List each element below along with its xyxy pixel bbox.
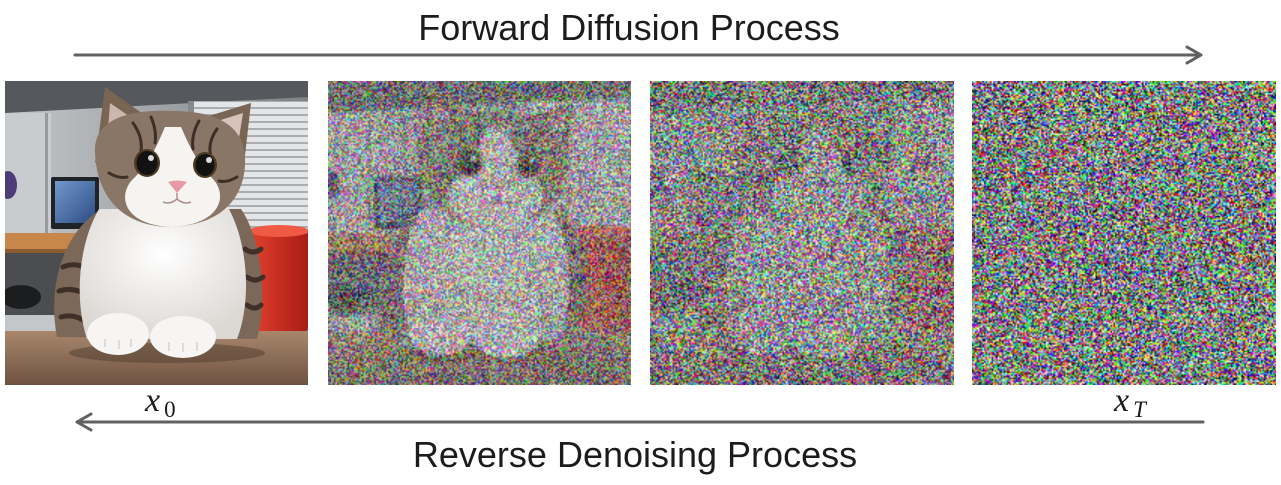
cat-photo: [5, 81, 308, 385]
stripe: [247, 305, 261, 308]
cat-right-eye-highlight: [206, 157, 212, 163]
cat-left-pupil: [137, 151, 158, 175]
red-bucket-rim: [249, 225, 308, 237]
image-panel-noisy-1: [328, 81, 631, 385]
cat-left-paw: [87, 313, 149, 355]
reverse-arrow: [77, 414, 1203, 430]
forward-process-title: Forward Diffusion Process: [0, 10, 1258, 46]
cat-left-eye-highlight: [148, 155, 154, 161]
image-panel-pure-noise: [972, 81, 1276, 385]
x0-subscript: 0: [164, 397, 176, 422]
noise-overlay: [650, 81, 954, 385]
cat-scene: [5, 81, 308, 385]
monitor-screen: [55, 181, 95, 223]
noise-overlay: [328, 81, 631, 385]
reverse-arrow-head: [77, 414, 91, 430]
image-panel-noisy-2: [650, 81, 954, 385]
cabinet-edge: [45, 113, 48, 235]
noise-overlay: [972, 81, 1276, 385]
xT-subscript: T: [1133, 397, 1146, 422]
x0-base: x: [145, 382, 160, 419]
stripe: [245, 249, 261, 252]
xT-base: x: [1114, 382, 1129, 419]
forward-arrow: [75, 47, 1201, 63]
cat-right-pupil: [196, 154, 215, 176]
stripe: [247, 277, 263, 280]
forward-arrow-head: [1187, 47, 1201, 63]
image-panel-clean: [5, 81, 308, 385]
reverse-process-title: Reverse Denoising Process: [0, 437, 1270, 473]
